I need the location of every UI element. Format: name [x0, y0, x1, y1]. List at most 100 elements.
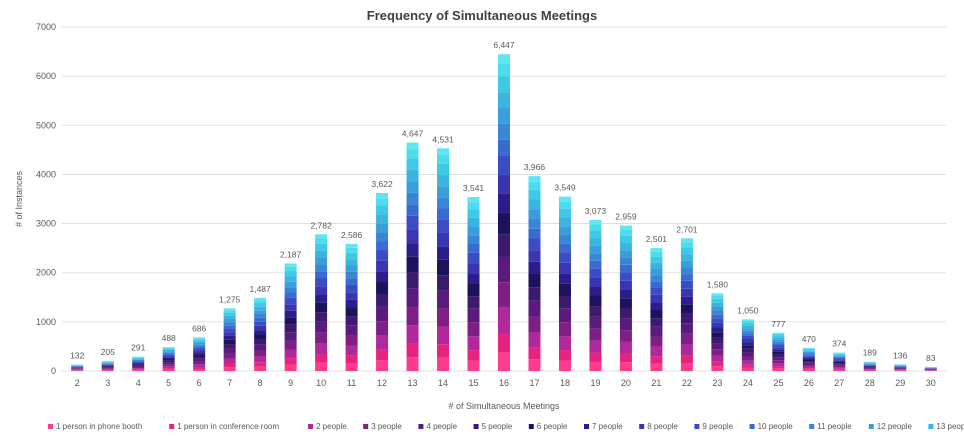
bar-segment: [498, 139, 510, 156]
x-tick-label: 19: [590, 378, 600, 388]
bar-segment: [101, 362, 114, 363]
bar-segment: [498, 351, 510, 371]
bar-segment: [467, 360, 480, 371]
bar-segment: [863, 369, 876, 371]
legend-swatch: [584, 424, 589, 429]
x-tick-label: 10: [316, 378, 326, 388]
bar-segment: [193, 361, 206, 365]
bar-segment: [376, 321, 389, 336]
bar-segment: [315, 343, 328, 355]
bar-segment: [406, 149, 419, 159]
bar-segment: [132, 362, 145, 363]
bar-segment: [711, 322, 724, 328]
bar-segment: [437, 175, 450, 187]
bar-segment: [863, 367, 876, 368]
legend-swatch: [169, 424, 175, 429]
x-tick-label: 17: [529, 378, 539, 388]
bar-segment: [802, 369, 815, 371]
bar-segment: [802, 358, 815, 360]
bar-segment: [437, 208, 450, 220]
bar-segment: [132, 360, 145, 362]
bar-segment: [772, 343, 785, 346]
bar-segment: [223, 328, 236, 333]
bar-segment: [345, 316, 358, 326]
bar-segment: [437, 246, 450, 260]
bar-segment: [345, 259, 358, 266]
bar-segment: [193, 343, 206, 345]
legend-swatch: [809, 424, 815, 429]
bar-segment: [741, 325, 754, 329]
bar-segment: [498, 155, 510, 175]
bar-segment: [223, 348, 236, 354]
bar-segment: [711, 298, 724, 303]
bar-segment: [741, 339, 754, 343]
bar-segment: [680, 344, 693, 356]
bar-segment: [589, 316, 602, 329]
bar-segment: [376, 335, 389, 350]
bar-segment: [680, 238, 693, 243]
bar-segment: [162, 366, 175, 369]
bar-segment: [345, 265, 358, 272]
bar-segment: [833, 361, 846, 364]
bar-segment: [376, 198, 389, 206]
bar-segment: [589, 238, 602, 246]
bar-segment: [589, 224, 602, 231]
x-tick-label: 30: [926, 378, 936, 388]
bar-segment: [863, 369, 876, 370]
bar-segment: [132, 357, 145, 358]
bar-total-label: 2,701: [676, 224, 698, 234]
bar-segment: [132, 364, 145, 366]
legend-swatch: [868, 424, 874, 429]
bar-segment: [528, 199, 541, 210]
y-axis-ticks: 0 1000 2000 3000 4000 5000 6000 7000: [36, 22, 56, 376]
bar-segment: [619, 250, 632, 258]
bar-segment: [437, 219, 450, 233]
bar-segment: [589, 253, 602, 261]
bar-segment: [498, 108, 510, 124]
bar-total-label: 1,275: [219, 294, 241, 304]
bar-segment: [741, 352, 754, 357]
bar-segment: [467, 202, 480, 210]
bar-segment: [406, 288, 419, 308]
bar-total-label: 1,050: [737, 305, 759, 315]
bar-segment: [619, 341, 632, 354]
bar-segment: [802, 354, 815, 356]
bar-total-label: 291: [131, 343, 145, 353]
bar-segment: [315, 271, 328, 279]
bar-total-label: 2,959: [615, 212, 637, 222]
bar-segment: [772, 337, 785, 340]
bar-segment: [589, 328, 602, 341]
bar-segment: [619, 318, 632, 331]
bar-segment: [619, 362, 632, 371]
bar-segment: [101, 367, 114, 369]
bar-segment: [467, 283, 480, 297]
bar-total-label: 132: [70, 351, 84, 361]
bar-segment: [528, 332, 541, 348]
x-tick-label: 26: [804, 378, 814, 388]
bar-segment: [71, 369, 84, 370]
bar-segment: [132, 357, 145, 359]
bar-segment: [284, 276, 297, 282]
bar-segment: [498, 256, 510, 283]
bar-segment: [437, 357, 450, 371]
bar-segment: [863, 370, 876, 371]
bar-segment: [863, 366, 876, 368]
bar-segment: [802, 359, 815, 362]
bar-segment: [498, 123, 510, 140]
bar-segment: [406, 325, 419, 344]
bar-segment: [376, 360, 389, 371]
bar-segment: [711, 355, 724, 362]
legend-swatch: [363, 424, 369, 429]
bar-segment: [162, 362, 175, 365]
bar-segment: [711, 343, 724, 350]
bar-total-label: 2,782: [310, 220, 332, 230]
bar-segment: [467, 235, 480, 244]
bar-total-label: 777: [771, 319, 785, 329]
bar-segment: [802, 355, 815, 357]
bar-segment: [528, 181, 541, 190]
bar-segment: [833, 369, 846, 371]
legend-label: 7 people: [592, 422, 623, 431]
bar-segment: [284, 266, 297, 272]
bar-segment: [376, 232, 389, 242]
